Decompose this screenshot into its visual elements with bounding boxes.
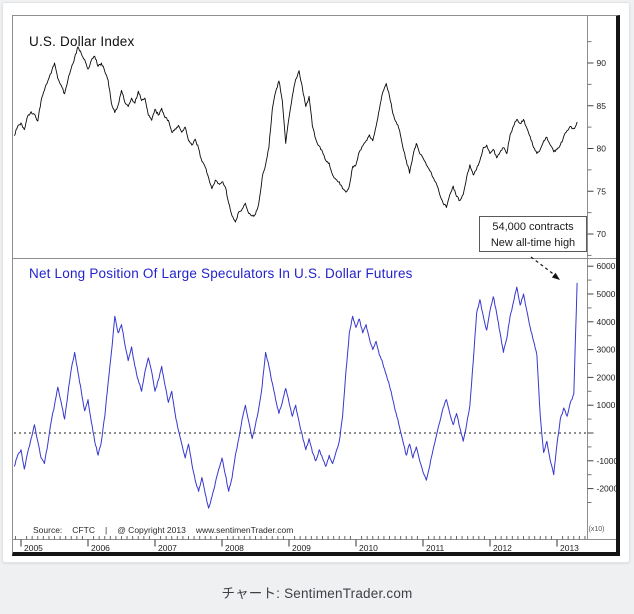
y-tick-label: 1000 (597, 400, 616, 410)
source-separator: | (104, 525, 108, 535)
x-tick-label: 2009 (292, 543, 311, 551)
y-tick-label: -2000 (597, 484, 617, 494)
y-tick-label: 80 (597, 144, 607, 154)
x-tick-label: 2013 (560, 543, 579, 551)
x-tick-label: 2006 (91, 543, 110, 551)
x-tick-label: 2005 (24, 543, 43, 551)
source-line: Source: CFTC | @ Copyright 2013 www.sentimen… (33, 525, 293, 535)
bottom-panel-title: Net Long Position Of Large Speculators I… (29, 266, 413, 281)
source-label: Source: (33, 525, 63, 535)
x-tick-label: 2011 (426, 543, 445, 551)
y-tick-label: 2000 (597, 372, 616, 382)
annotation-arrow-head (551, 272, 560, 280)
chart-card: 70 75 80 85 90 -2000 -1000 1000 2000 3000 4000 5000… (2, 2, 630, 563)
y-tick-label: 90 (597, 58, 607, 68)
dual-panel-chart: 70 75 80 85 90 -2000 -1000 1000 2000 3000 4000 5000… (13, 16, 616, 551)
source-agency: CFTC (72, 525, 95, 535)
y-tick-label: -1000 (597, 456, 617, 466)
x-tick-label: 2012 (493, 543, 512, 551)
y-tick-label: 75 (597, 186, 607, 196)
dollar-index-series-line (13, 46, 578, 223)
y-tick-label: 85 (597, 101, 607, 111)
source-url: www.sentimenTrader.com (195, 525, 294, 535)
y-tick-label: 70 (597, 229, 607, 239)
y-tick-label: 5000 (597, 289, 616, 299)
annotation-line-1: 54,000 contracts (492, 221, 574, 233)
source-copyright: @ Copyright 2013 (117, 525, 186, 535)
net-long-position-series-line (13, 282, 578, 509)
annotation-box: 54,000 contracts New all-time high (479, 216, 587, 252)
annotation-arrow-shaft (530, 256, 557, 277)
chart-frame: 70 75 80 85 90 -2000 -1000 1000 2000 3000 4000 5000… (12, 15, 620, 556)
chart-caption: チャート: SentimenTrader.com (221, 586, 413, 601)
scale-multiplier-note: (x10) (588, 526, 605, 533)
y-tick-label: 6000 (597, 261, 616, 271)
annotation-line-2: New all-time high (490, 237, 576, 249)
y-tick-label: 4000 (597, 317, 616, 327)
top-panel-title: U.S. Dollar Index (29, 34, 135, 49)
x-tick-label: 2008 (225, 543, 244, 551)
x-tick-label: 2007 (158, 543, 177, 551)
y-tick-label: 3000 (597, 345, 616, 355)
x-tick-label: 2010 (359, 543, 378, 551)
